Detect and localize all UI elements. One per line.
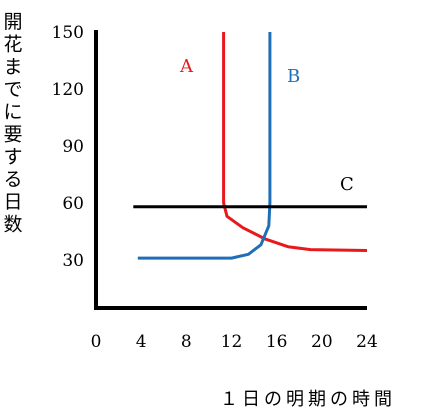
y-axis-label-char: 開: [3, 11, 22, 33]
x-tick-label: 24: [356, 332, 378, 352]
x-axis-label: １日の明期の時間: [220, 389, 396, 410]
y-tick-label: 60: [62, 194, 84, 214]
series-line-a: [222, 32, 368, 252]
series-label-b: B: [287, 66, 300, 87]
y-axis-label-char: で: [3, 79, 22, 101]
y-axis-label-char: 要: [3, 124, 22, 146]
x-tick-label: 4: [136, 332, 147, 352]
y-axis-label-char: に: [3, 101, 22, 123]
series-lines: A B C: [133, 32, 368, 260]
x-tick-label: 20: [311, 332, 333, 352]
y-tick-label: 30: [62, 251, 84, 271]
y-axis-label-char: 日: [3, 191, 22, 213]
x-tick-label: 0: [91, 332, 102, 352]
y-tick-label: 90: [62, 137, 84, 157]
y-tick-labels: 30 60 90 120 150: [52, 23, 84, 271]
series-label-c: C: [340, 174, 354, 195]
x-tick-label: 8: [181, 332, 192, 352]
y-axis-label-char: 花: [3, 34, 22, 56]
y-axis-label-char: す: [3, 146, 22, 168]
x-tick-labels: 0 4 8 12 16 20 24: [91, 332, 378, 352]
y-axis-label-char: る: [3, 169, 22, 191]
x-tick-label: 16: [266, 332, 288, 352]
y-tick-label: 150: [52, 23, 84, 43]
x-tick-label: 12: [221, 332, 243, 352]
y-tick-label: 120: [52, 80, 84, 100]
series-label-a: A: [179, 56, 194, 77]
y-axis-label-char: ま: [3, 56, 22, 78]
series-line-b: [137, 32, 272, 260]
y-axis-label-char: 数: [3, 214, 22, 236]
